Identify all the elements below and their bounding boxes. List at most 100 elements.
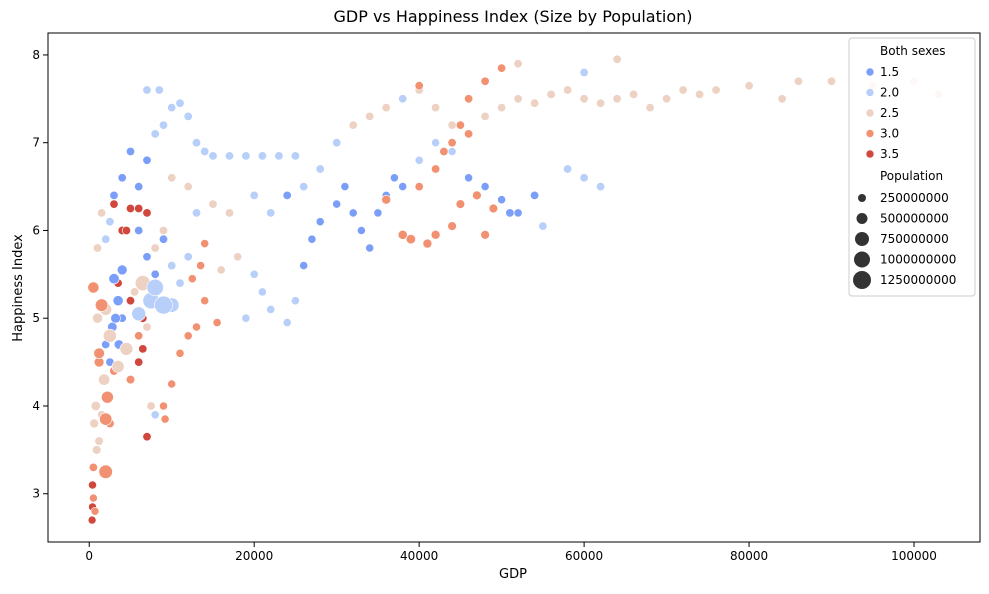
data-point: [422, 238, 433, 249]
data-point: [192, 322, 201, 332]
data-point: [167, 103, 177, 113]
x-tick-label: 40000: [400, 549, 438, 563]
data-point: [307, 234, 317, 244]
data-point: [134, 226, 144, 236]
data-point: [241, 151, 251, 161]
data-point: [266, 208, 276, 218]
data-point: [138, 344, 148, 354]
data-point: [91, 445, 102, 455]
data-point: [200, 239, 210, 248]
data-point: [431, 103, 441, 113]
data-point: [101, 390, 114, 404]
data-point: [183, 111, 193, 121]
legend-hue-title: Both sexes: [880, 44, 946, 58]
data-point: [612, 54, 622, 64]
data-point: [175, 348, 185, 358]
data-point: [225, 208, 235, 218]
data-point: [249, 269, 259, 279]
data-point: [159, 234, 169, 244]
data-point: [414, 155, 424, 165]
data-point: [282, 318, 292, 327]
data-point: [513, 94, 523, 104]
data-point: [290, 296, 300, 306]
data-point: [447, 147, 457, 156]
data-point: [826, 76, 836, 86]
data-point: [150, 269, 160, 279]
data-point: [167, 173, 177, 183]
data-point: [126, 147, 136, 157]
data-point: [117, 173, 127, 183]
legend-box: [848, 37, 976, 297]
legend-size-label: 500000000: [880, 212, 949, 226]
x-tick-label: 100000: [891, 549, 937, 563]
data-point: [167, 261, 177, 271]
data-point: [777, 94, 787, 104]
data-point: [398, 94, 408, 104]
data-point: [233, 252, 243, 262]
data-point: [464, 94, 474, 104]
data-point: [455, 199, 466, 209]
data-point: [89, 493, 98, 503]
y-axis-ticks: 3 4 5 6 7 8: [32, 48, 48, 501]
data-point: [563, 164, 573, 174]
plot-frame: [47, 32, 981, 543]
data-point: [142, 252, 152, 262]
legend-size-marker: [855, 232, 869, 246]
data-point: [142, 432, 152, 442]
data-point: [793, 76, 803, 86]
legend-hue-label: 2.5: [880, 106, 899, 120]
data-point: [150, 410, 160, 420]
data-point: [299, 182, 309, 192]
data-point: [431, 138, 440, 148]
data-point: [105, 217, 115, 227]
legend: Both sexes 1.5 2.0 2.5 3.0 3.5 Population 25000…: [848, 37, 976, 297]
data-point: [678, 85, 688, 95]
data-point: [290, 151, 300, 161]
legend-size-label: 1000000000: [880, 253, 956, 267]
data-point: [90, 400, 101, 411]
data-point: [192, 138, 202, 148]
x-axis-ticks: 0 20000 40000 60000 80000 100000: [85, 542, 937, 563]
data-point: [142, 322, 152, 332]
data-point: [530, 98, 540, 108]
data-point: [340, 182, 350, 191]
legend-size-title: Population: [880, 169, 943, 183]
data-point: [90, 506, 100, 516]
legend-hue-marker: [865, 129, 875, 138]
data-point: [225, 151, 235, 161]
data-point: [398, 182, 408, 191]
data-point: [175, 98, 185, 108]
data-point: [488, 203, 499, 214]
y-tick-label: 5: [32, 311, 40, 325]
data-point: [530, 190, 540, 200]
legend-size-marker: [858, 194, 866, 202]
data-point: [130, 287, 140, 297]
data-point: [99, 412, 113, 426]
data-point: [154, 295, 173, 315]
data-point: [146, 401, 156, 411]
data-point: [208, 151, 218, 161]
data-point: [579, 94, 589, 104]
data-point: [216, 265, 226, 275]
data-point: [612, 94, 622, 104]
data-point: [389, 173, 399, 183]
data-point: [196, 261, 205, 270]
data-point: [356, 226, 366, 235]
legend-hue-label: 2.0: [880, 86, 899, 100]
data-point: [183, 331, 193, 341]
data-point: [125, 375, 136, 385]
x-tick-label: 0: [85, 549, 93, 563]
legend-size-label: 750000000: [880, 232, 949, 246]
data-point: [332, 138, 342, 148]
data-point: [101, 234, 111, 244]
data-point: [167, 379, 177, 389]
y-tick-label: 6: [32, 223, 40, 237]
data-point: [159, 120, 169, 130]
data-point: [299, 261, 309, 270]
data-point: [87, 515, 97, 525]
data-point: [257, 151, 267, 161]
data-point: [88, 462, 98, 472]
data-point: [282, 190, 292, 200]
data-point: [365, 243, 375, 253]
